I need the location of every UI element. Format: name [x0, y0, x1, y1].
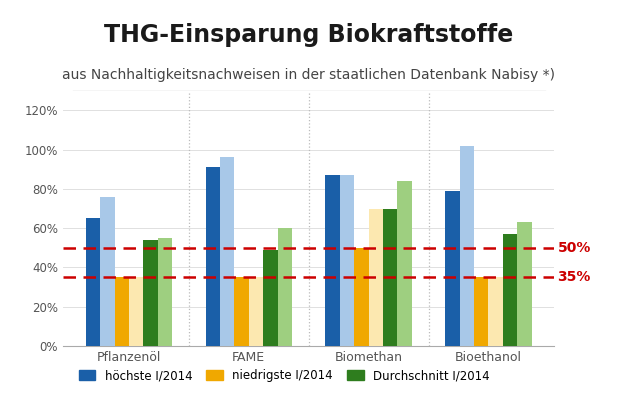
Text: THG-Einsparung Biokraftstoffe: THG-Einsparung Biokraftstoffe [104, 23, 513, 47]
Bar [383, 208, 398, 346]
Bar [220, 157, 234, 346]
Bar [517, 222, 532, 346]
Bar [234, 277, 249, 346]
Bar [474, 277, 488, 346]
Bar [278, 228, 292, 346]
Bar [100, 197, 115, 346]
Bar [143, 240, 158, 346]
Bar [86, 218, 100, 346]
Bar [398, 181, 412, 346]
Text: aus Nachhaltigkeitsnachweisen in der staatlichen Datenbank Nabisy *): aus Nachhaltigkeitsnachweisen in der sta… [62, 68, 555, 82]
Bar [129, 277, 143, 346]
Bar [158, 238, 172, 346]
Bar [488, 277, 503, 346]
Bar [205, 167, 220, 346]
Bar [249, 277, 263, 346]
Text: 50%: 50% [558, 241, 591, 255]
Bar [503, 234, 517, 346]
Bar [263, 250, 278, 346]
Legend: höchste I/2014, niedrigste I/2014, Durchschnitt I/2014: höchste I/2014, niedrigste I/2014, Durch… [74, 365, 495, 387]
Bar [369, 208, 383, 346]
Bar [115, 277, 129, 346]
Bar [340, 175, 354, 346]
Bar [354, 248, 369, 346]
Bar [460, 146, 474, 346]
Bar [445, 191, 460, 346]
Bar [326, 175, 340, 346]
Text: 35%: 35% [558, 270, 591, 284]
